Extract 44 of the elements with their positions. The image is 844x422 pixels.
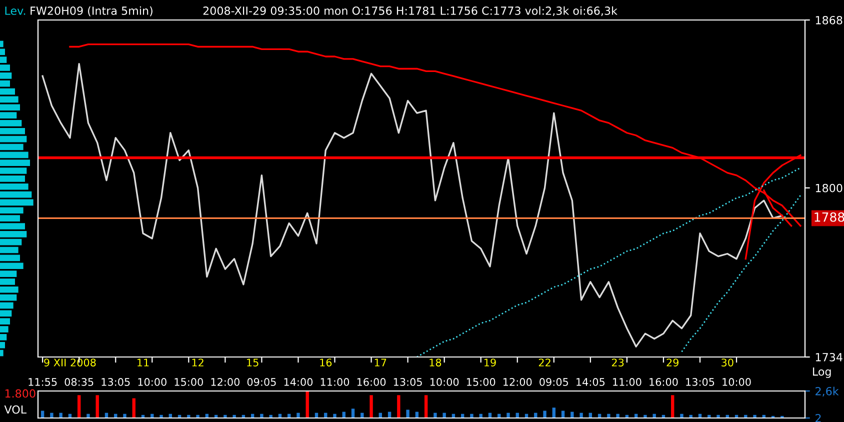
text: VOL <box>4 405 26 414</box>
x-tick-label: 09:05 <box>247 378 276 386</box>
x-tick-label: 12 <box>192 358 204 366</box>
x-tick-label: 19 <box>484 358 496 366</box>
x-tick-label: 23 <box>612 358 624 366</box>
x-tick-label: 16 <box>320 358 332 366</box>
y-tick-label: 1800 <box>816 184 842 192</box>
x-tick-label: 11:55 <box>28 378 57 386</box>
x-tick-label: 10:00 <box>138 378 166 386</box>
y-tick-label: 1868 <box>816 16 842 24</box>
chart-title: Lev. <box>5 6 26 15</box>
chart-subtitle: 2008-XII-29 09:35:00 mon O:1756 H:1781 L:1756 C:1773 vol:2,3k oi:66,3k <box>203 6 618 16</box>
x-tick-label: 09:05 <box>540 378 568 386</box>
x-tick-label: 13:05 <box>686 378 714 386</box>
text: Log <box>813 367 831 378</box>
chart-title: FW20H09 (Intra 5min) <box>30 6 152 16</box>
ref-line-label: 1788 <box>814 212 844 222</box>
x-tick-label: 15 <box>247 358 258 366</box>
x-tick-label: 10:00 <box>722 378 751 386</box>
x-tick-label: 30 <box>722 358 734 366</box>
x-tick-label: 15:00 <box>174 378 203 386</box>
x-tick-label: 22 <box>538 358 550 366</box>
y-tick-label: 1734 <box>816 352 842 362</box>
x-tick-label: 13:05 <box>102 378 130 386</box>
x-tick-label: 15:00 <box>466 378 496 386</box>
x-tick-label: 14:00 <box>284 378 313 386</box>
x-tick-label: 11 <box>138 358 149 366</box>
x-tick-label: 08:35 <box>64 378 94 386</box>
x-tick-label: 14:05 <box>576 378 605 386</box>
x-tick-label: 10:00 <box>430 378 459 386</box>
x-tick-label: 11:00 <box>613 378 642 386</box>
x-tick-label: 12:00 <box>504 378 532 386</box>
x-tick-label: 17 <box>374 358 386 366</box>
y-tick-label: 2 <box>816 414 821 422</box>
x-tick-label: 29 <box>666 358 678 366</box>
x-tick-label: 12:00 <box>211 378 240 386</box>
x-tick-label: 11:00 <box>320 378 350 386</box>
x-tick-label: 13:05 <box>394 378 422 386</box>
x-tick-label: 16:00 <box>357 378 386 386</box>
x-tick-label: 16:00 <box>650 378 678 386</box>
x-tick-label: 18 <box>430 358 442 366</box>
x-tick-label: 9 XII 2008 <box>44 358 96 366</box>
y-tick-label: 2,6k <box>816 386 839 397</box>
text: 1.800 <box>5 389 36 398</box>
